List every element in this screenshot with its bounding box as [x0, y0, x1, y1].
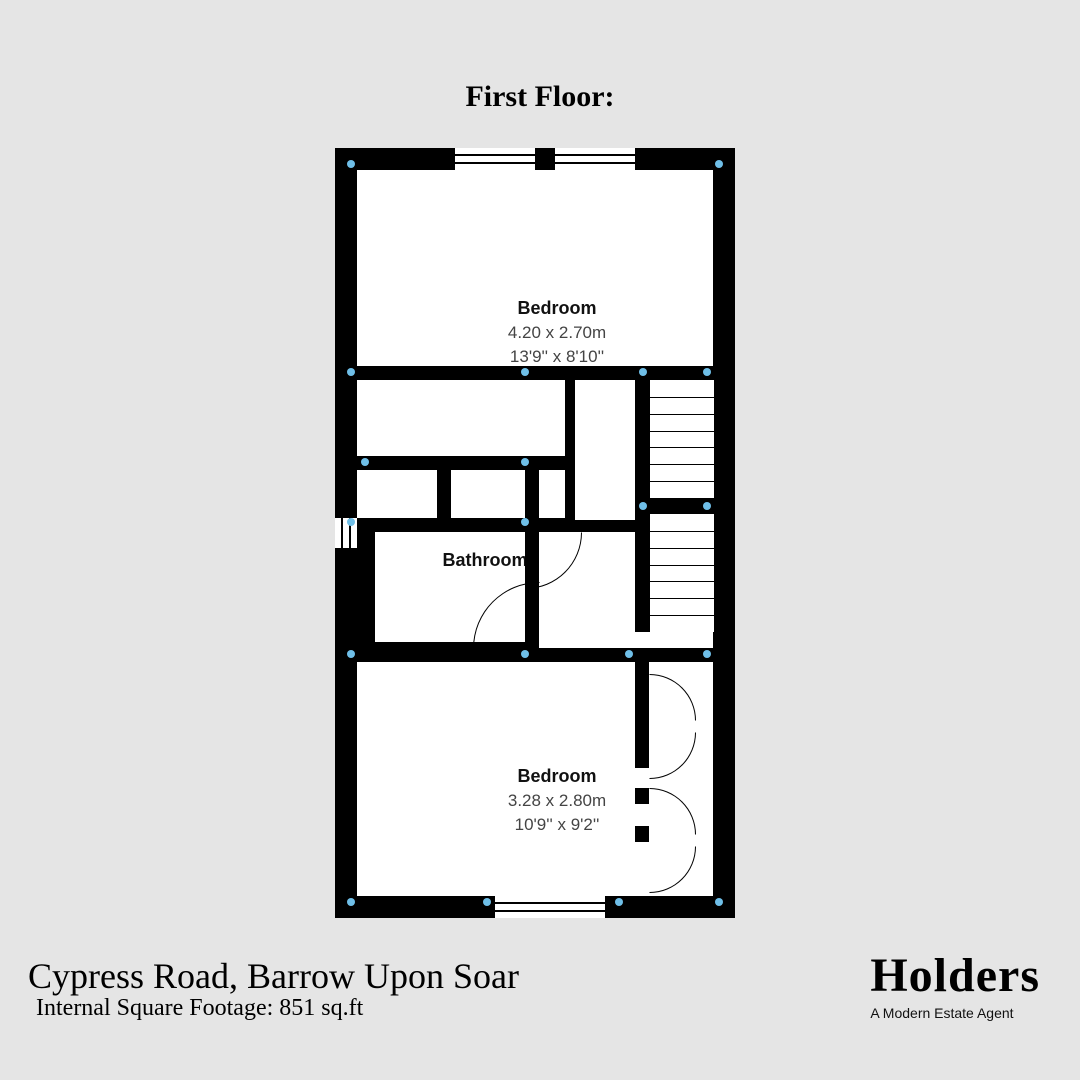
floor-title: First Floor:: [0, 80, 1080, 114]
interior-wall: [635, 648, 649, 768]
corner-dot: [521, 650, 529, 658]
room-label-bedroom2: Bedroom3.28 x 2.80m10'9'' x 9'2'': [457, 766, 657, 835]
corner-dot: [483, 898, 491, 906]
room-closet_left: [357, 470, 437, 518]
corner-dot: [347, 368, 355, 376]
interior-wall: [635, 826, 649, 842]
room-hall_upper: [575, 370, 635, 520]
corner-dot: [715, 898, 723, 906]
interior-wall: [357, 518, 539, 532]
interior-wall: [437, 456, 451, 516]
corner-dot: [521, 458, 529, 466]
room-bedroom1_lower: [357, 370, 565, 456]
brand-block: Holders A Modern Estate Agent: [870, 948, 1040, 1021]
brand-tagline: A Modern Estate Agent: [870, 1005, 1040, 1021]
stairs: [649, 514, 715, 632]
stairs: [649, 380, 715, 498]
interior-wall: [635, 788, 649, 804]
corner-dot: [703, 368, 711, 376]
corner-dot: [347, 898, 355, 906]
interior-wall: [357, 366, 713, 380]
corner-dot: [639, 368, 647, 376]
corner-dot: [347, 518, 355, 526]
window: [455, 148, 535, 170]
room-closet_mid: [451, 470, 565, 518]
room-label-bedroom1: Bedroom4.20 x 2.70m13'9'' x 8'10'': [457, 298, 657, 367]
corner-dot: [715, 160, 723, 168]
corner-dot: [347, 650, 355, 658]
wall-strip: [713, 616, 735, 666]
corner-dot: [521, 368, 529, 376]
corner-dot: [703, 502, 711, 510]
brand-name: Holders: [870, 948, 1040, 1003]
footage-line: Internal Square Footage: 851 sq.ft: [36, 995, 363, 1022]
floor-plan: Bedroom4.20 x 2.70m13'9'' x 8'10''Bathro…: [335, 148, 735, 918]
corner-dot: [361, 458, 369, 466]
corner-dot: [347, 160, 355, 168]
window: [555, 148, 635, 170]
interior-wall: [357, 648, 637, 662]
corner-dot: [639, 502, 647, 510]
corner-dot: [625, 650, 633, 658]
interior-wall: [635, 366, 649, 516]
corner-dot: [703, 650, 711, 658]
corner-dot: [521, 518, 529, 526]
address-line: Cypress Road, Barrow Upon Soar: [28, 955, 519, 997]
corner-dot: [615, 898, 623, 906]
window: [495, 896, 605, 918]
